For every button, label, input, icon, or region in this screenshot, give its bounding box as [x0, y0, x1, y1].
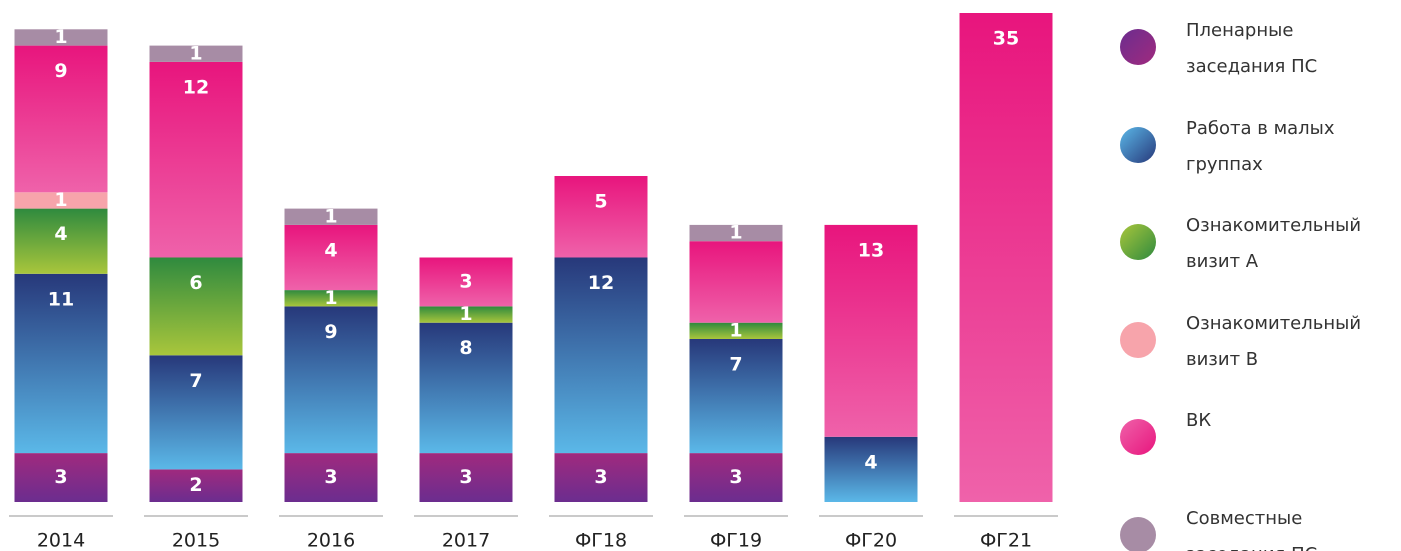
data-label: 12 — [183, 76, 209, 98]
x-tick-label: 2017 — [442, 530, 490, 551]
bar-segment — [284, 208, 378, 225]
bar-segment — [284, 224, 378, 291]
bar-segment — [689, 339, 783, 454]
bar-segment — [959, 13, 1053, 502]
data-label: 3 — [729, 466, 742, 488]
legend-item: Ознакомительный визит А — [1120, 215, 1396, 280]
legend-item: Совместные заседания ПС — [1120, 508, 1396, 551]
plot: 3114191201427612120153914120163813201731… — [9, 13, 1058, 551]
bar-segment — [149, 61, 243, 258]
legend-swatch — [1120, 126, 1156, 163]
bar-segment — [284, 306, 378, 454]
bar-segment — [149, 469, 243, 502]
x-tick-label: 2015 — [172, 530, 220, 551]
data-label: 8 — [459, 337, 472, 359]
data-label: 3 — [54, 466, 67, 488]
data-label: 2 — [189, 474, 202, 496]
legend-item: Пленарные заседания ПС — [1120, 20, 1396, 85]
data-label: 4 — [864, 451, 877, 473]
data-label: 7 — [189, 370, 202, 392]
legend-swatch — [1120, 419, 1156, 456]
data-label: 3 — [459, 270, 472, 292]
x-tick-label: ФГ20 — [845, 530, 897, 551]
bar-segment — [149, 355, 243, 470]
data-label: 35 — [993, 28, 1019, 50]
x-tick-label: 2014 — [37, 530, 85, 551]
legend-item: Ознакомительный визит В — [1120, 313, 1396, 378]
data-label: 1 — [729, 222, 742, 244]
bar-segment — [14, 29, 108, 46]
bar-segment — [824, 436, 918, 502]
x-tick-label: 2016 — [307, 530, 355, 551]
data-label: 13 — [858, 239, 884, 261]
data-label: 4 — [324, 239, 337, 261]
data-label: 3 — [324, 466, 337, 488]
legend-label: Ознакомительный визит В — [1186, 312, 1362, 370]
legend-label: ВК — [1186, 410, 1212, 432]
data-label: 9 — [54, 60, 67, 82]
bar-segment — [689, 453, 783, 502]
legend-label: Ознакомительный визит А — [1186, 215, 1362, 273]
x-tick-label: ФГ18 — [575, 530, 627, 551]
data-label: 6 — [189, 272, 202, 294]
x-tick-label: ФГ19 — [710, 530, 762, 551]
data-label: 1 — [459, 303, 472, 325]
legend-label: Работа в малых группах — [1186, 117, 1335, 175]
data-label: 1 — [324, 205, 337, 227]
legend-label: Совместные заседания ПС — [1186, 508, 1317, 551]
data-label: 7 — [729, 354, 742, 376]
data-label: 11 — [48, 288, 74, 310]
bar-segment — [14, 192, 108, 209]
data-label: 3 — [594, 466, 607, 488]
bar-segment — [689, 322, 783, 339]
bar-segment — [554, 453, 648, 502]
bar-segment — [419, 322, 513, 454]
data-label: 4 — [54, 223, 67, 245]
bar-segment — [14, 273, 108, 454]
bar-segment — [689, 224, 783, 242]
legend-swatch — [1120, 29, 1156, 65]
bar-segment — [824, 224, 918, 437]
legend-swatch — [1120, 224, 1156, 261]
legend-label: Пленарные заседания ПС — [1186, 20, 1318, 77]
data-label: 3 — [459, 466, 472, 488]
x-tick-label: ФГ21 — [980, 530, 1032, 551]
legend-item: ВК — [1120, 410, 1396, 456]
data-label: 1 — [54, 189, 67, 211]
legend-item: Работа в малых группах — [1120, 118, 1396, 183]
legend-swatch — [1120, 321, 1156, 358]
bar-segment — [149, 45, 243, 62]
bar-segment — [689, 241, 783, 323]
data-label: 9 — [324, 321, 337, 343]
bar-segment — [14, 453, 108, 502]
data-label: 1 — [729, 319, 742, 341]
bar-segment — [554, 257, 648, 454]
bar-segment — [149, 257, 243, 356]
bar-segment — [419, 257, 513, 307]
data-label: 5 — [594, 191, 607, 213]
data-label: 12 — [588, 272, 614, 294]
bar-segment — [419, 306, 513, 323]
bar-segment — [14, 208, 108, 274]
bar-segment — [14, 45, 108, 193]
bar-segment — [554, 176, 648, 258]
data-label: 1 — [189, 42, 202, 64]
bar-segment — [284, 453, 378, 502]
bar-segment — [419, 453, 513, 502]
data-label: 1 — [54, 26, 67, 48]
bar-segment — [284, 290, 378, 307]
data-label: 1 — [324, 287, 337, 309]
legend-swatch — [1120, 517, 1156, 551]
